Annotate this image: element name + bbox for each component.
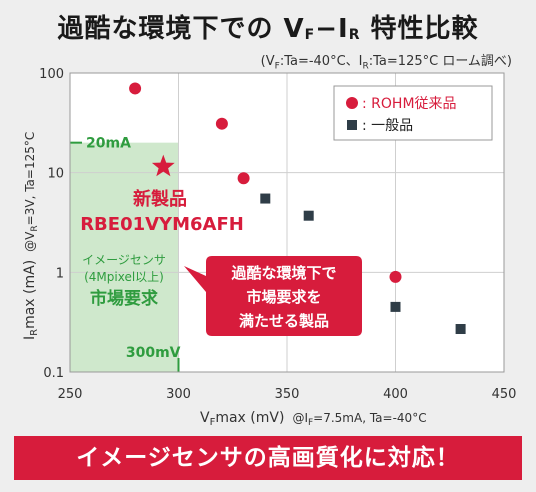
callout-line-3: 満たせる製品 <box>239 312 329 330</box>
region-label-3: 市場要求 <box>90 288 158 309</box>
x-tick-label: 450 <box>492 387 517 402</box>
legend-label: : 一般品 <box>362 118 413 134</box>
market-requirement-region <box>70 142 179 372</box>
y-axis-label: IRmax (mA)@VR=3V, Ta=125°C <box>22 132 40 340</box>
new-product-star <box>151 154 175 177</box>
scatter-chart: 250 300 350 400 450 100 10 1 0.1 20mA 300mV イメージセ… <box>22 67 517 428</box>
new-product-label: 新製品 <box>133 188 187 210</box>
chart-subtitle: (VF:Ta=-40°C、IR:Ta=125°C ローム調べ) <box>260 54 512 72</box>
point-general <box>260 193 271 204</box>
threshold-20ma-label: 20mA <box>86 136 131 152</box>
threshold-300mv-label: 300mV <box>126 345 181 361</box>
legend-marker-general <box>347 120 357 130</box>
point-general <box>390 301 401 312</box>
callout-line-1: 過酷な環境下で <box>230 264 336 282</box>
x-tick-label: 250 <box>58 387 83 402</box>
point-rohm <box>237 172 250 185</box>
y-tick-label: 0.1 <box>43 366 64 381</box>
point-rohm <box>215 117 228 130</box>
x-axis-label: VFmax (mV) @IF=7.5mA, Ta=-40°C <box>200 410 427 428</box>
callout-box <box>184 256 362 336</box>
legend-label: : ROHM従来品 <box>362 96 457 112</box>
y-tick-label: 10 <box>47 167 64 182</box>
point-general <box>455 324 466 335</box>
point-general <box>303 210 314 221</box>
region-label-2: (4Mpixel以上) <box>84 270 164 284</box>
y-tick-label: 100 <box>39 67 64 82</box>
region-label-1: イメージセンサ <box>82 253 166 267</box>
x-tick-label: 300 <box>166 387 191 402</box>
chart-title: 過酷な環境下での VF−IR 特性比較 <box>57 14 479 44</box>
callout-line-2: 市場要求を <box>246 288 321 306</box>
x-tick-label: 400 <box>383 387 408 402</box>
point-rohm <box>129 82 142 95</box>
plot-frame <box>69 72 505 373</box>
footer-banner: イメージセンサの高画質化に対応！ <box>14 436 522 480</box>
legend-box <box>333 85 493 141</box>
x-tick-label: 350 <box>275 387 300 402</box>
point-rohm <box>389 270 402 283</box>
y-tick-label: 1 <box>56 266 64 281</box>
new-product-part-number: RBE01VYM6AFH <box>80 214 244 235</box>
legend-marker-rohm <box>346 97 358 109</box>
